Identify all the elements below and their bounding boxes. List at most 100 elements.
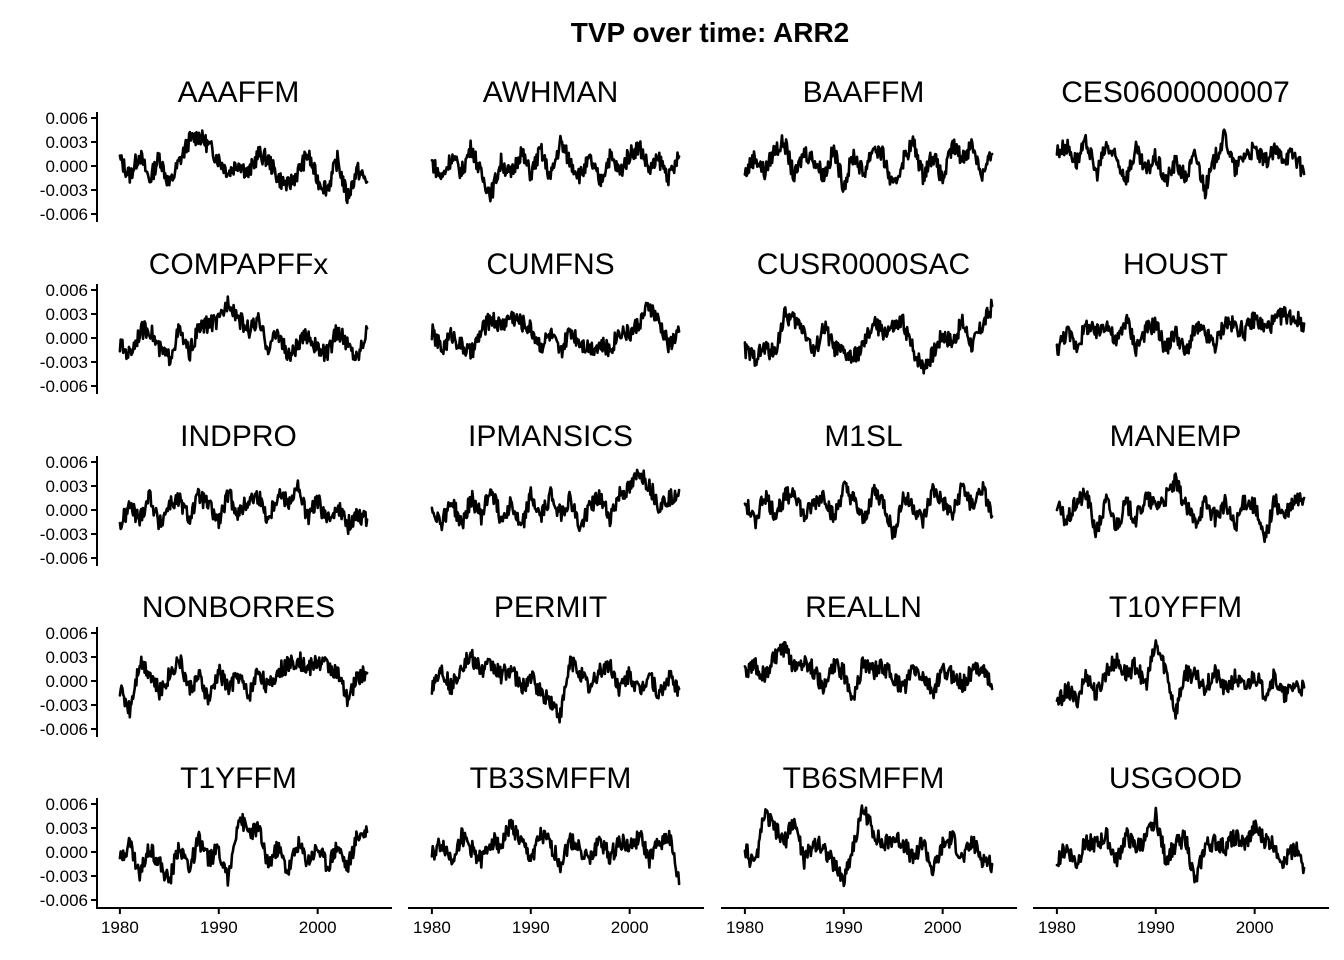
y-tick-label: 0.000 (45, 672, 88, 691)
panel-compapffx: COMPAPFFx 0.006 0.003 0.000 -0.003 -0.006 (40, 248, 369, 396)
y-tick-label: 0.006 (45, 795, 88, 814)
series-line-nonborres (118, 651, 369, 719)
series-line-t10yffm (1055, 639, 1306, 720)
y-tick-label: -0.006 (40, 891, 88, 910)
panel-t1yffm: T1YFFM 0.006 0.003 0.000 -0.003 -0.006 1980 199… (40, 762, 392, 937)
series-line-m1sl (743, 480, 994, 540)
y-tick-label: 0.000 (45, 157, 88, 176)
panel-title: COMPAPFFx (149, 248, 328, 281)
series-line-tb3smffm (430, 818, 681, 886)
chart-title: TVP over time: ARR2 (571, 17, 850, 48)
panel-title: NONBORRES (142, 591, 335, 624)
panel-title: AAAFFM (178, 76, 300, 109)
panel-indpro: INDPRO 0.006 0.003 0.000 -0.003 -0.006 (40, 420, 369, 568)
panel-nonborres: NONBORRES 0.006 0.003 0.000 -0.003 -0.006 (40, 591, 369, 739)
panel-title: TB6SMFFM (783, 762, 945, 795)
panel-manemp: MANEMP (1055, 420, 1306, 544)
series-line-awhman (430, 134, 681, 203)
y-tick-label: -0.003 (40, 525, 88, 544)
y-tick-label: 0.003 (45, 133, 88, 152)
panel-title: M1SL (824, 420, 902, 453)
panel-title: T10YFFM (1109, 591, 1242, 624)
x-tick-label: 1980 (1038, 918, 1076, 937)
series-line-baaffm (743, 134, 994, 193)
y-tick-label: 0.006 (45, 453, 88, 472)
panel-t10yffm: T10YFFM (1055, 591, 1306, 720)
x-tick-label: 1980 (413, 918, 451, 937)
series-line-cumfns (430, 301, 681, 360)
panel-aaaffm: AAAFFM 0.006 0.003 0.000 -0.003 -0.006 (40, 76, 369, 224)
panel-usgood: USGOOD 1980 1990 2000 (1033, 762, 1329, 937)
panel-title: TB3SMFFM (470, 762, 632, 795)
panel-m1sl: M1SL (743, 420, 994, 540)
series-line-manemp (1055, 472, 1306, 544)
panel-title: BAAFFM (803, 76, 925, 109)
series-line-houst (1055, 305, 1306, 357)
series-line-permit (430, 648, 681, 724)
y-tick-label: -0.003 (40, 696, 88, 715)
x-tick-label: 1990 (512, 918, 550, 937)
series-line-tb6smffm (743, 804, 994, 888)
y-tick-label: 0.003 (45, 648, 88, 667)
panel-title: AWHMAN (483, 76, 619, 109)
panel-title: CES0600000007 (1061, 76, 1290, 109)
panel-awhman: AWHMAN (430, 76, 681, 203)
series-line-indpro (118, 479, 369, 536)
y-tick-label: 0.006 (45, 624, 88, 643)
series-line-compapffx (118, 295, 369, 367)
panel-title: INDPRO (180, 420, 297, 453)
y-tick-label: 0.000 (45, 501, 88, 520)
y-tick-label: -0.003 (40, 867, 88, 886)
panel-title: MANEMP (1110, 420, 1242, 453)
series-line-aaaffm (118, 129, 369, 205)
panel-tb3smffm: TB3SMFFM 1980 1990 2000 (408, 762, 704, 937)
panel-title: USGOOD (1109, 762, 1242, 795)
panel-realln: REALLN (743, 591, 994, 701)
panel-title: CUMFNS (486, 248, 614, 281)
y-tick-label: 0.006 (45, 281, 88, 300)
y-tick-label: -0.003 (40, 353, 88, 372)
panel-tb6smffm: TB6SMFFM 1980 1990 2000 (721, 762, 1017, 937)
series-line-ces0600000007 (1055, 128, 1306, 200)
y-tick-label: -0.006 (40, 549, 88, 568)
panel-title: PERMIT (494, 591, 607, 624)
x-tick-label: 2000 (924, 918, 962, 937)
y-tick-label: -0.003 (40, 181, 88, 200)
x-tick-label: 2000 (1236, 918, 1274, 937)
y-tick-label: -0.006 (40, 377, 88, 396)
panel-title: REALLN (805, 591, 922, 624)
x-tick-label: 1980 (726, 918, 764, 937)
y-tick-label: 0.000 (45, 329, 88, 348)
series-line-ipmansics (430, 468, 681, 533)
panel-permit: PERMIT (430, 591, 681, 724)
x-tick-label: 1980 (101, 918, 139, 937)
panel-ipmansics: IPMANSICS (430, 420, 681, 533)
x-tick-label: 2000 (299, 918, 337, 937)
y-tick-label: 0.003 (45, 819, 88, 838)
x-tick-label: 1990 (825, 918, 863, 937)
series-line-t1yffm (118, 812, 369, 887)
series-line-cusr0000sac (743, 298, 994, 375)
x-tick-label: 1990 (200, 918, 238, 937)
panel-cusr0000sac: CUSR0000SAC (743, 248, 994, 375)
panel-baaffm: BAAFFM (743, 76, 994, 193)
y-tick-label: 0.000 (45, 843, 88, 862)
panel-title: IPMANSICS (468, 420, 633, 453)
x-tick-label: 1990 (1137, 918, 1175, 937)
panel-title: HOUST (1123, 248, 1228, 281)
panel-title: CUSR0000SAC (757, 248, 970, 281)
y-tick-label: -0.006 (40, 205, 88, 224)
panel-cumfns: CUMFNS (430, 248, 681, 360)
y-tick-label: 0.003 (45, 477, 88, 496)
panel-ces0600000007: CES0600000007 (1055, 76, 1306, 200)
y-tick-label: 0.006 (45, 109, 88, 128)
y-tick-label: -0.006 (40, 720, 88, 739)
y-tick-label: 0.003 (45, 305, 88, 324)
x-tick-label: 2000 (611, 918, 649, 937)
panel-title: T1YFFM (180, 762, 297, 795)
series-line-usgood (1055, 806, 1306, 884)
panel-houst: HOUST (1055, 248, 1306, 357)
series-line-realln (743, 640, 994, 701)
panels-grid: AAAFFM 0.006 0.003 0.000 -0.003 -0.006 AWHMAN B… (40, 76, 1329, 937)
